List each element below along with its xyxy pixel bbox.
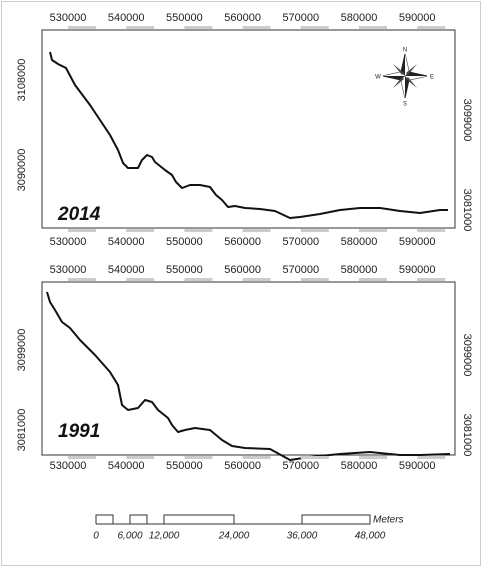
axis-tick-bar bbox=[417, 229, 446, 232]
axis-tick-bar bbox=[68, 456, 96, 459]
scale-label: 12,000 bbox=[149, 531, 180, 542]
bottom-x-label: 580000 bbox=[341, 460, 378, 472]
top-x-label: 590000 bbox=[399, 264, 436, 276]
top-x-label: 530000 bbox=[50, 264, 87, 276]
axis-tick-bar bbox=[242, 456, 271, 459]
left-y-label: 3108000 bbox=[16, 59, 28, 102]
axis-tick-bar bbox=[300, 229, 329, 232]
axis-tick-bar bbox=[126, 229, 155, 232]
axis-tick-bar bbox=[184, 229, 213, 232]
top-x-label: 570000 bbox=[282, 264, 319, 276]
panel-frame bbox=[41, 29, 456, 229]
bottom-x-label: 570000 bbox=[282, 460, 319, 472]
axis-tick-bar bbox=[184, 278, 213, 281]
year-label: 2014 bbox=[57, 204, 101, 225]
bottom-x-label: 540000 bbox=[108, 460, 145, 472]
axis-tick-bar bbox=[300, 26, 329, 29]
scale-label: 24,000 bbox=[218, 531, 250, 542]
scale-unit: Meters bbox=[373, 515, 404, 526]
top-x-label: 550000 bbox=[166, 264, 203, 276]
coastline-2014 bbox=[49, 51, 448, 219]
compass-north: N bbox=[403, 48, 407, 54]
top-x-label: 580000 bbox=[341, 264, 378, 276]
bottom-x-label: 550000 bbox=[166, 460, 203, 472]
bottom-x-label: 550000 bbox=[166, 236, 203, 248]
top-x-label: 580000 bbox=[341, 12, 378, 24]
axis-tick-bar bbox=[359, 278, 387, 281]
top-x-label: 560000 bbox=[224, 12, 261, 24]
top-x-label: 570000 bbox=[282, 12, 319, 24]
bottom-x-label: 530000 bbox=[50, 236, 87, 248]
axis-tick-bar bbox=[359, 229, 387, 232]
axis-tick-bar bbox=[359, 26, 387, 29]
scale-label: 36,000 bbox=[287, 531, 318, 542]
top-x-label: 540000 bbox=[108, 12, 145, 24]
axis-tick-bar bbox=[184, 26, 213, 29]
axis-tick-bar bbox=[126, 26, 155, 29]
bottom-x-label: 570000 bbox=[282, 236, 319, 248]
axis-tick-bar bbox=[242, 278, 271, 281]
axis-tick-bar bbox=[126, 278, 155, 281]
axis-tick-bar bbox=[68, 26, 96, 29]
top-x-label: 590000 bbox=[399, 12, 436, 24]
scale-label: 48,000 bbox=[355, 531, 386, 542]
axis-tick-bar bbox=[68, 278, 96, 281]
axis-tick-bar bbox=[300, 278, 329, 281]
top-x-label: 550000 bbox=[166, 12, 203, 24]
top-x-label: 560000 bbox=[224, 264, 261, 276]
left-y-label: 3081000 bbox=[16, 409, 28, 452]
bottom-x-label: 560000 bbox=[224, 236, 261, 248]
scale-label: 6,000 bbox=[117, 531, 142, 542]
left-y-label: 3099000 bbox=[16, 329, 28, 372]
top-x-label: 530000 bbox=[50, 12, 87, 24]
axis-tick-bar bbox=[242, 26, 271, 29]
axis-tick-bar bbox=[300, 456, 329, 459]
compass-east: E bbox=[430, 75, 434, 81]
axis-tick-bar bbox=[68, 229, 96, 232]
axis-tick-bar bbox=[184, 456, 213, 459]
year-label: 1991 bbox=[58, 421, 100, 442]
left-y-label: 3090000 bbox=[16, 149, 28, 192]
bottom-x-label: 590000 bbox=[399, 460, 436, 472]
compass-south: S bbox=[403, 102, 407, 108]
scale-label: 0 bbox=[93, 531, 99, 542]
axis-tick-bar bbox=[417, 26, 446, 29]
axis-tick-bar bbox=[417, 278, 446, 281]
bottom-x-label: 540000 bbox=[108, 236, 145, 248]
bottom-x-label: 530000 bbox=[50, 460, 87, 472]
right-y-label: 3099000 bbox=[461, 99, 473, 142]
bottom-x-label: 590000 bbox=[399, 236, 436, 248]
compass bbox=[382, 53, 428, 99]
top-x-label: 540000 bbox=[108, 264, 145, 276]
right-y-label: 3081000 bbox=[461, 414, 473, 457]
axis-tick-bar bbox=[359, 456, 387, 459]
axis-tick-bar bbox=[126, 456, 155, 459]
panel-frame bbox=[41, 281, 456, 456]
axis-tick-bar bbox=[417, 456, 446, 459]
axis-tick-bar bbox=[242, 229, 271, 232]
compass-west: W bbox=[375, 75, 381, 81]
right-y-label: 3099000 bbox=[461, 334, 473, 377]
bottom-x-label: 560000 bbox=[224, 460, 261, 472]
scale-bar bbox=[95, 514, 371, 525]
right-y-label: 3081000 bbox=[461, 189, 473, 232]
bottom-x-label: 580000 bbox=[341, 236, 378, 248]
